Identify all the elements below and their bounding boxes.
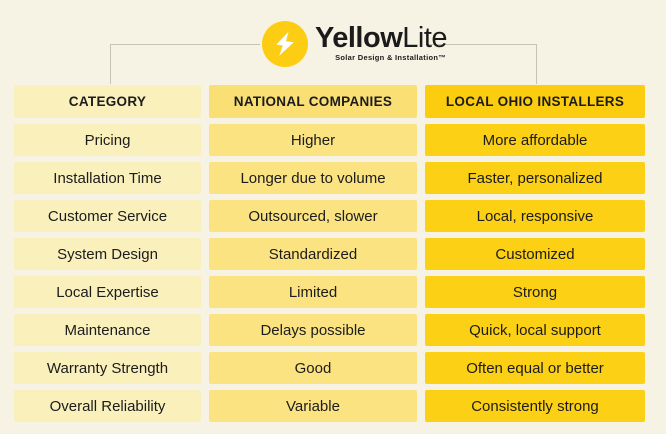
cell-national: Variable <box>209 390 417 422</box>
brand-name-light: Lite <box>402 22 448 54</box>
comparison-table: CATEGORY NATIONAL COMPANIES LOCAL OHIO I… <box>14 85 645 422</box>
cell-local: Faster, personalized <box>425 162 645 194</box>
cell-category: Overall Reliability <box>14 390 201 422</box>
cell-category: Local Expertise <box>14 276 201 308</box>
cell-local: Local, responsive <box>425 200 645 232</box>
cell-category: System Design <box>14 238 201 270</box>
connector-line-right <box>426 44 537 84</box>
header-national-companies: NATIONAL COMPANIES <box>209 85 417 118</box>
cell-local: Strong <box>425 276 645 308</box>
connector-line-left <box>110 44 260 84</box>
cell-category: Customer Service <box>14 200 201 232</box>
cell-national: Higher <box>209 124 417 156</box>
cell-category: Warranty Strength <box>14 352 201 384</box>
header-local-ohio-installers: LOCAL OHIO INSTALLERS <box>425 85 645 118</box>
header-category: CATEGORY <box>14 85 201 118</box>
brand-tagline: Solar Design & Installation™ <box>335 53 447 62</box>
cell-category: Pricing <box>14 124 201 156</box>
cell-national: Good <box>209 352 417 384</box>
cell-local: More affordable <box>425 124 645 156</box>
cell-local: Quick, local support <box>425 314 645 346</box>
brand-wordmark: YellowLite <box>315 22 448 54</box>
yellowlite-logo: YellowLite Solar Design & Installation™ <box>262 21 448 67</box>
cell-local: Often equal or better <box>425 352 645 384</box>
cell-local: Customized <box>425 238 645 270</box>
cell-category: Maintenance <box>14 314 201 346</box>
lightning-bolt-icon <box>262 21 308 67</box>
brand-text-block: YellowLite Solar Design & Installation™ <box>315 21 448 63</box>
cell-category: Installation Time <box>14 162 201 194</box>
brand-name-bold: Yellow <box>315 22 403 54</box>
cell-national: Longer due to volume <box>209 162 417 194</box>
cell-national: Outsourced, slower <box>209 200 417 232</box>
cell-local: Consistently strong <box>425 390 645 422</box>
cell-national: Delays possible <box>209 314 417 346</box>
cell-national: Limited <box>209 276 417 308</box>
cell-national: Standardized <box>209 238 417 270</box>
